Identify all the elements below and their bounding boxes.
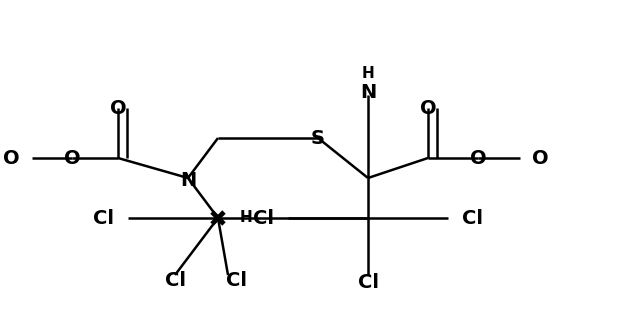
Text: N: N [180, 171, 196, 189]
Text: H: H [362, 66, 374, 81]
Text: O: O [532, 148, 548, 167]
Text: Cl: Cl [462, 209, 483, 228]
Text: O: O [470, 148, 486, 167]
Text: O: O [109, 99, 126, 117]
Text: Cl: Cl [358, 274, 378, 292]
Text: Cl: Cl [164, 271, 186, 291]
Text: S: S [311, 129, 325, 148]
Text: Cl: Cl [225, 271, 246, 291]
Text: H: H [240, 211, 253, 226]
Text: N: N [360, 83, 376, 101]
Text: O: O [3, 148, 20, 167]
Text: Cl: Cl [253, 209, 274, 228]
Text: O: O [420, 99, 436, 117]
Text: Cl: Cl [93, 209, 114, 228]
Text: O: O [64, 148, 80, 167]
